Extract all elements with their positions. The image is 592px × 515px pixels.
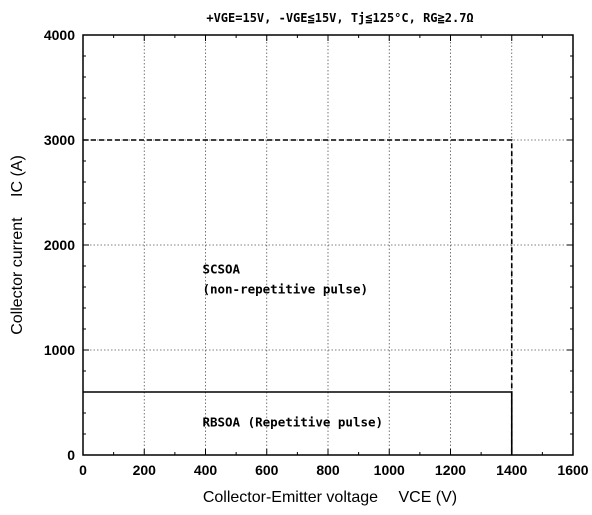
- x-tick-label: 1600: [557, 462, 588, 478]
- chart-title: +VGE=15V, -VGE≦15V, Tj≦125°C, RG≧2.7Ω: [206, 11, 473, 25]
- ticks: 0 200 400 600 800 1000 1200 1400 1600 0 1000 2000 30…: [44, 27, 589, 478]
- y-tick-label: 3000: [44, 132, 75, 148]
- x-tick-label: 400: [194, 462, 218, 478]
- y-tick-label: 1000: [44, 342, 75, 358]
- y-tick-label: 2000: [44, 237, 75, 253]
- x-tick-label: 800: [316, 462, 340, 478]
- x-tick-label: 1000: [374, 462, 405, 478]
- x-tick-label: 1400: [496, 462, 527, 478]
- scsoa-line1: SCSOA: [202, 261, 240, 276]
- y-axis-title: Collector current IC (A): [9, 155, 26, 335]
- y-tick-label: 0: [67, 447, 75, 463]
- rbsoa-line: [83, 391, 513, 455]
- x-tick-label: 0: [79, 462, 87, 478]
- rbsoa-label: RBSOA (Repetitive pulse): [202, 415, 383, 430]
- x-tick-label: 600: [255, 462, 279, 478]
- scsoa-line2: (non-repetitive pulse): [202, 281, 368, 296]
- series-layer: [83, 139, 513, 455]
- y-tick-label: 4000: [44, 27, 75, 43]
- x-tick-label: 1200: [435, 462, 466, 478]
- x-tick-label: 200: [133, 462, 157, 478]
- scsoa-line: [83, 139, 513, 455]
- annotations: SCSOA (non-repetitive pulse) RBSOA (Repeti…: [202, 261, 383, 429]
- x-axis-title: Collector-Emitter voltage VCE (V): [203, 489, 457, 506]
